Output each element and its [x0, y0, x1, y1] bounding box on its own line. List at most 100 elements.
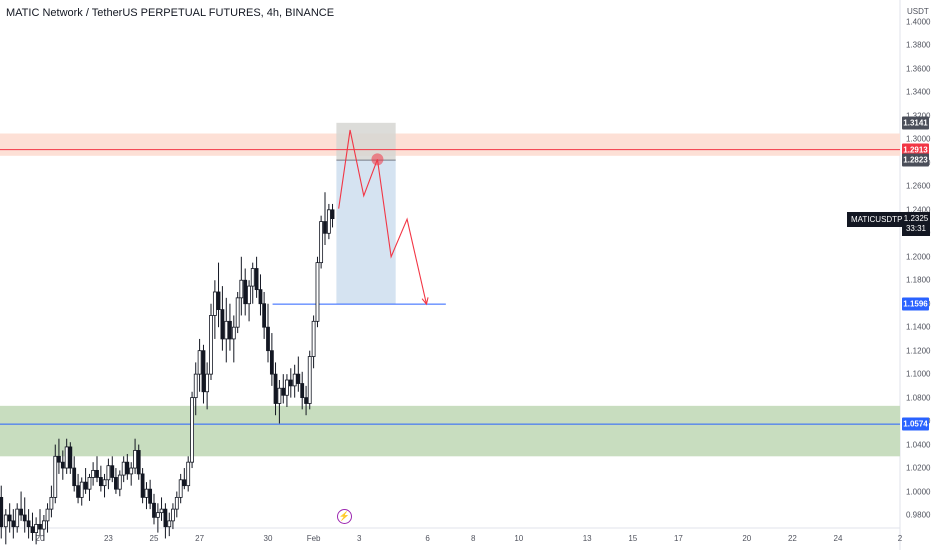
candle-body	[197, 350, 202, 375]
time-tick-label: 25	[149, 534, 159, 543]
candle-body	[254, 268, 259, 291]
candle-body	[182, 479, 187, 487]
price-tag: 1.2823	[902, 153, 929, 167]
chart-title: MATIC Network / TetherUS PERPETUAL FUTUR…	[6, 7, 335, 19]
candle-body	[159, 508, 164, 514]
candle-body	[304, 397, 308, 404]
candle-body	[326, 209, 331, 234]
candle-body	[129, 467, 134, 475]
price-tag: 1.1596	[902, 297, 929, 311]
candle-body	[83, 481, 88, 490]
price-tag: 1.0574	[902, 417, 929, 431]
candle-body	[262, 303, 267, 328]
candle-body	[163, 508, 168, 528]
candle-body	[60, 461, 65, 469]
candle-body	[11, 520, 16, 528]
candle-body	[269, 350, 274, 375]
candle-body	[212, 291, 217, 316]
candle-body	[323, 221, 327, 234]
price-tick-label: 1.3800	[906, 40, 931, 50]
time-tick-label: Feb	[306, 534, 321, 543]
stop-loss-box	[336, 122, 396, 161]
candle-body	[64, 446, 69, 469]
candle-body	[117, 474, 122, 490]
price-tick-label: 1.1200	[906, 346, 931, 356]
candle-body	[53, 455, 58, 498]
candle-body	[307, 356, 312, 404]
candle-body	[133, 450, 137, 469]
candle-body	[79, 481, 84, 498]
price-tick-label: 1.4000	[906, 17, 931, 27]
price-tick-label: 1.0000	[906, 487, 931, 497]
candle-body	[114, 477, 118, 490]
candle-body	[330, 209, 335, 220]
price-tick-label: 1.1400	[906, 322, 931, 332]
bar-countdown: 33:31	[905, 224, 927, 233]
candle-body	[300, 383, 305, 399]
candle-body	[167, 520, 172, 528]
time-tick-label: 2	[897, 534, 903, 543]
take-profit-box	[336, 160, 396, 305]
candle-body	[201, 350, 206, 393]
price-tick-label: 1.2000	[906, 252, 931, 262]
last-price-tag: 1.2325 33:31	[902, 212, 930, 236]
time-tick-label: 13	[582, 534, 592, 543]
candle-body	[288, 379, 293, 387]
candle-body	[3, 514, 8, 528]
candle-body	[311, 320, 316, 357]
candle-body	[224, 320, 229, 340]
time-tick-label: 27	[195, 534, 205, 543]
price-tick-label: 1.3400	[906, 87, 931, 97]
price-tick-label: 1.0800	[906, 393, 931, 403]
candle-body	[174, 496, 179, 510]
candle-body	[98, 477, 103, 487]
price-tick-label: 1.0200	[906, 463, 931, 473]
price-tick-label: 1.3200	[906, 111, 930, 120]
candle-body	[68, 446, 73, 469]
candle-body	[22, 514, 27, 522]
candle-body	[45, 508, 50, 522]
candle-body	[319, 221, 324, 264]
support-zone	[0, 405, 900, 457]
candle-body	[19, 508, 23, 516]
candle-body	[171, 508, 175, 522]
time-tick-label: 3	[356, 534, 362, 543]
time-tick-label: 23	[103, 534, 113, 543]
candle-body	[26, 520, 31, 528]
candle-body	[231, 326, 236, 340]
time-tick-label: 15	[628, 534, 638, 543]
candle-body	[193, 373, 198, 399]
candle-body	[155, 512, 160, 518]
projection-arrowhead	[421, 297, 429, 306]
time-tick-label: 20	[742, 534, 752, 543]
candle-body	[258, 289, 263, 305]
price-tick-label: 1.3000	[906, 134, 931, 144]
candle-body	[281, 387, 286, 396]
candle-body	[243, 279, 248, 305]
candle-body	[76, 485, 80, 498]
candle-body	[186, 461, 191, 487]
time-tick-label: 30	[263, 534, 273, 543]
lightning-icon[interactable]: ⚡	[337, 509, 352, 524]
candle-body	[273, 373, 278, 404]
candle-body	[57, 455, 61, 463]
candle-body	[250, 268, 255, 287]
candle-body	[95, 469, 99, 478]
resistance-zone	[0, 133, 900, 156]
candle-body	[220, 309, 225, 340]
price-tick-label: 1.3600	[906, 64, 931, 74]
candle-body	[216, 291, 221, 310]
candle-body	[152, 502, 156, 518]
candle-body	[315, 262, 320, 322]
candle-body	[296, 373, 301, 384]
price-tick-label: 1.2400	[906, 205, 931, 215]
candle-body	[247, 285, 251, 305]
candle-body	[30, 526, 35, 534]
candle-body	[72, 467, 77, 487]
candle-body	[235, 297, 240, 328]
time-tick-label: 8	[470, 534, 476, 543]
candle-body	[205, 373, 210, 393]
candle-body	[266, 326, 270, 352]
